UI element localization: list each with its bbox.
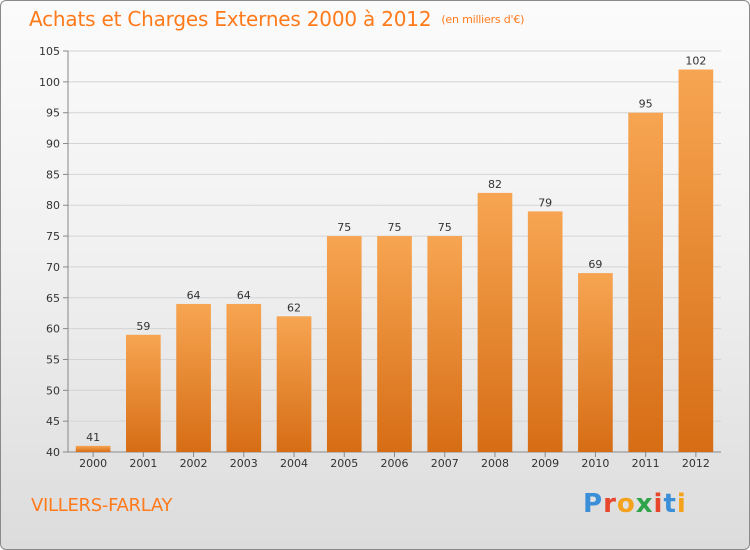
bar-2003 <box>226 303 262 452</box>
x-tick-label-2012: 2012 <box>682 457 710 470</box>
y-tick-label: 95 <box>46 107 60 120</box>
x-tick-label-2006: 2006 <box>381 457 409 470</box>
data-label-2008: 82 <box>488 178 502 191</box>
y-tick-label: 80 <box>46 199 60 212</box>
y-tick-label: 60 <box>46 323 60 336</box>
bar-2000 <box>75 445 111 452</box>
bars <box>75 69 714 452</box>
bar-2006 <box>377 236 412 452</box>
y-tick-label: 45 <box>46 415 60 428</box>
y-tick-label: 40 <box>46 446 60 459</box>
logo-letter: x <box>635 489 654 519</box>
bar-2010 <box>578 273 613 452</box>
logo-letter: t <box>663 489 677 519</box>
x-tick-label-2002: 2002 <box>180 457 208 470</box>
data-label-2005: 75 <box>337 221 351 234</box>
logo-letter: i <box>653 489 664 519</box>
y-tick-label: 50 <box>46 384 60 397</box>
y-tick-label: 65 <box>46 292 60 305</box>
data-label-2001: 59 <box>136 320 150 333</box>
x-tick-label-2009: 2009 <box>531 457 559 470</box>
x-tick-label-2011: 2011 <box>632 457 660 470</box>
x-tick-label-2007: 2007 <box>431 457 459 470</box>
x-tick-label-2005: 2005 <box>330 457 358 470</box>
data-label-2004: 62 <box>287 301 301 314</box>
data-label-2006: 75 <box>388 221 402 234</box>
commune-name: VILLERS-FARLAY <box>31 495 173 516</box>
chart-title: Achats et Charges Externes 2000 à 2012 (e… <box>29 7 524 31</box>
y-tick-label: 75 <box>46 230 60 243</box>
y-tick-label: 90 <box>46 138 60 151</box>
data-label-2007: 75 <box>438 221 452 234</box>
bar-2001 <box>126 334 161 452</box>
proxiti-logo[interactable]: Proxiti <box>583 489 687 519</box>
data-label-2009: 79 <box>538 196 552 209</box>
x-tick-label-2003: 2003 <box>230 457 258 470</box>
bar-2012 <box>678 69 714 452</box>
bar-2009 <box>527 211 563 452</box>
y-tick-label: 100 <box>39 76 60 89</box>
bar-2011 <box>628 112 663 452</box>
y-tick-label: 70 <box>46 261 60 274</box>
y-tick-label: 55 <box>46 353 60 366</box>
data-label-2011: 95 <box>639 98 653 111</box>
x-tick-label-2008: 2008 <box>481 457 509 470</box>
x-tick-label-2004: 2004 <box>280 457 308 470</box>
bar-2004 <box>276 316 312 452</box>
logo-letter: o <box>616 489 636 519</box>
data-label-2003: 64 <box>237 289 251 302</box>
y-tick-label: 85 <box>46 168 60 181</box>
labels: 40 45 50 55 60 65 70 75 80 85 90 95 100 105 41 2000 59 20… <box>39 45 710 470</box>
logo-letter: P <box>583 489 604 519</box>
chart-unit: (en milliers d'€) <box>441 13 525 26</box>
x-tick-label-2010: 2010 <box>581 457 609 470</box>
x-tick-label-2000: 2000 <box>79 457 107 470</box>
chart-title-text: Achats et Charges Externes 2000 à 2012 <box>29 7 432 31</box>
logo-letter: i <box>676 489 687 519</box>
data-label-2002: 64 <box>187 289 201 302</box>
y-tick-label: 105 <box>39 45 60 58</box>
bar-2007 <box>427 236 463 452</box>
x-tick-label-2001: 2001 <box>129 457 157 470</box>
data-label-2000: 41 <box>86 431 100 444</box>
data-label-2010: 69 <box>588 258 602 271</box>
logo-letter: r <box>603 489 617 519</box>
bar-2002 <box>176 303 211 452</box>
bar-2005 <box>326 236 362 452</box>
bar-2008 <box>477 192 513 452</box>
data-label-2012: 102 <box>685 55 706 68</box>
